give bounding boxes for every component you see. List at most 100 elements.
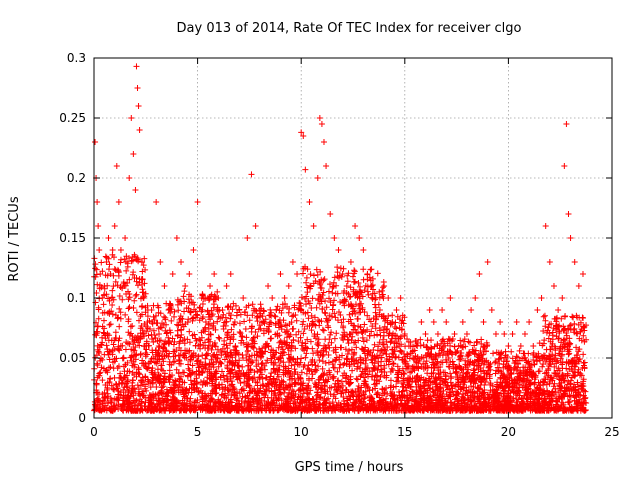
data-point [470, 359, 477, 366]
data-point [395, 374, 402, 381]
data-point [368, 356, 375, 363]
data-point [447, 349, 454, 356]
data-point [125, 318, 132, 325]
data-point [380, 341, 387, 348]
data-point [106, 378, 113, 385]
data-point [351, 268, 358, 275]
data-point [138, 311, 145, 318]
data-point [110, 403, 117, 410]
data-point [355, 337, 362, 344]
data-point [565, 359, 572, 366]
data-point [377, 332, 384, 339]
data-point [337, 299, 344, 306]
data-point [129, 323, 136, 330]
data-point [170, 341, 177, 348]
data-point [136, 342, 143, 349]
data-point [360, 346, 367, 353]
data-point [560, 401, 567, 408]
data-point [306, 367, 313, 374]
data-point [213, 385, 220, 392]
data-point [301, 347, 308, 354]
data-point [487, 366, 494, 373]
data-point [306, 322, 313, 329]
data-point [300, 363, 307, 370]
data-point [467, 339, 474, 346]
data-point [510, 367, 517, 374]
data-point [369, 373, 376, 380]
data-point [239, 386, 246, 393]
data-point [396, 316, 403, 323]
data-point [283, 303, 290, 310]
data-point [169, 372, 176, 379]
data-point [415, 376, 422, 383]
data-point [575, 321, 582, 328]
data-point [445, 354, 452, 361]
data-point [369, 368, 376, 375]
data-point [224, 329, 231, 336]
data-point [569, 368, 576, 375]
data-point [371, 301, 378, 308]
data-point [130, 304, 137, 311]
data-point [300, 318, 307, 325]
data-point [453, 368, 460, 375]
data-point [106, 266, 113, 273]
data-point [313, 266, 320, 273]
data-point [376, 288, 383, 295]
data-point [186, 328, 193, 335]
data-point [447, 379, 454, 386]
data-point [215, 363, 222, 370]
data-point [188, 371, 195, 378]
data-point [457, 337, 464, 344]
data-point [157, 310, 164, 317]
data-point [244, 362, 251, 369]
data-point [368, 328, 375, 335]
data-point [143, 323, 150, 330]
data-point [315, 342, 322, 349]
data-point [222, 384, 229, 391]
data-point [556, 329, 563, 336]
data-point [181, 369, 188, 376]
data-point [444, 348, 451, 355]
data-point [393, 344, 400, 351]
data-point [128, 346, 135, 353]
data-point [392, 354, 399, 361]
data-point [114, 266, 121, 273]
data-point [428, 364, 435, 371]
data-point [293, 331, 300, 338]
data-point [268, 370, 275, 377]
data-point [545, 365, 552, 372]
data-point [326, 344, 333, 351]
data-point [398, 397, 405, 404]
data-point [335, 309, 342, 316]
data-point [300, 309, 307, 316]
data-point [181, 379, 188, 386]
data-point [358, 345, 365, 352]
data-point [224, 362, 231, 369]
data-point [505, 363, 512, 370]
data-point [303, 279, 310, 286]
data-point [95, 315, 102, 322]
data-point [170, 348, 177, 355]
data-point [93, 266, 100, 273]
data-point [208, 346, 215, 353]
data-point [524, 396, 531, 403]
data-point [254, 333, 261, 340]
data-point [242, 326, 249, 333]
data-point [214, 308, 221, 315]
data-point [94, 362, 101, 369]
data-point [482, 394, 489, 401]
data-point [387, 368, 394, 375]
data-point [359, 304, 366, 311]
data-point [210, 320, 217, 327]
data-point [572, 372, 579, 379]
data-point [411, 347, 418, 354]
data-point [139, 259, 146, 266]
data-point [580, 359, 587, 366]
data-point [573, 344, 580, 351]
data-point [232, 359, 239, 366]
data-point [155, 400, 162, 407]
data-point [570, 314, 577, 321]
data-point [150, 327, 157, 334]
data-point [565, 343, 572, 350]
data-point [445, 363, 452, 370]
